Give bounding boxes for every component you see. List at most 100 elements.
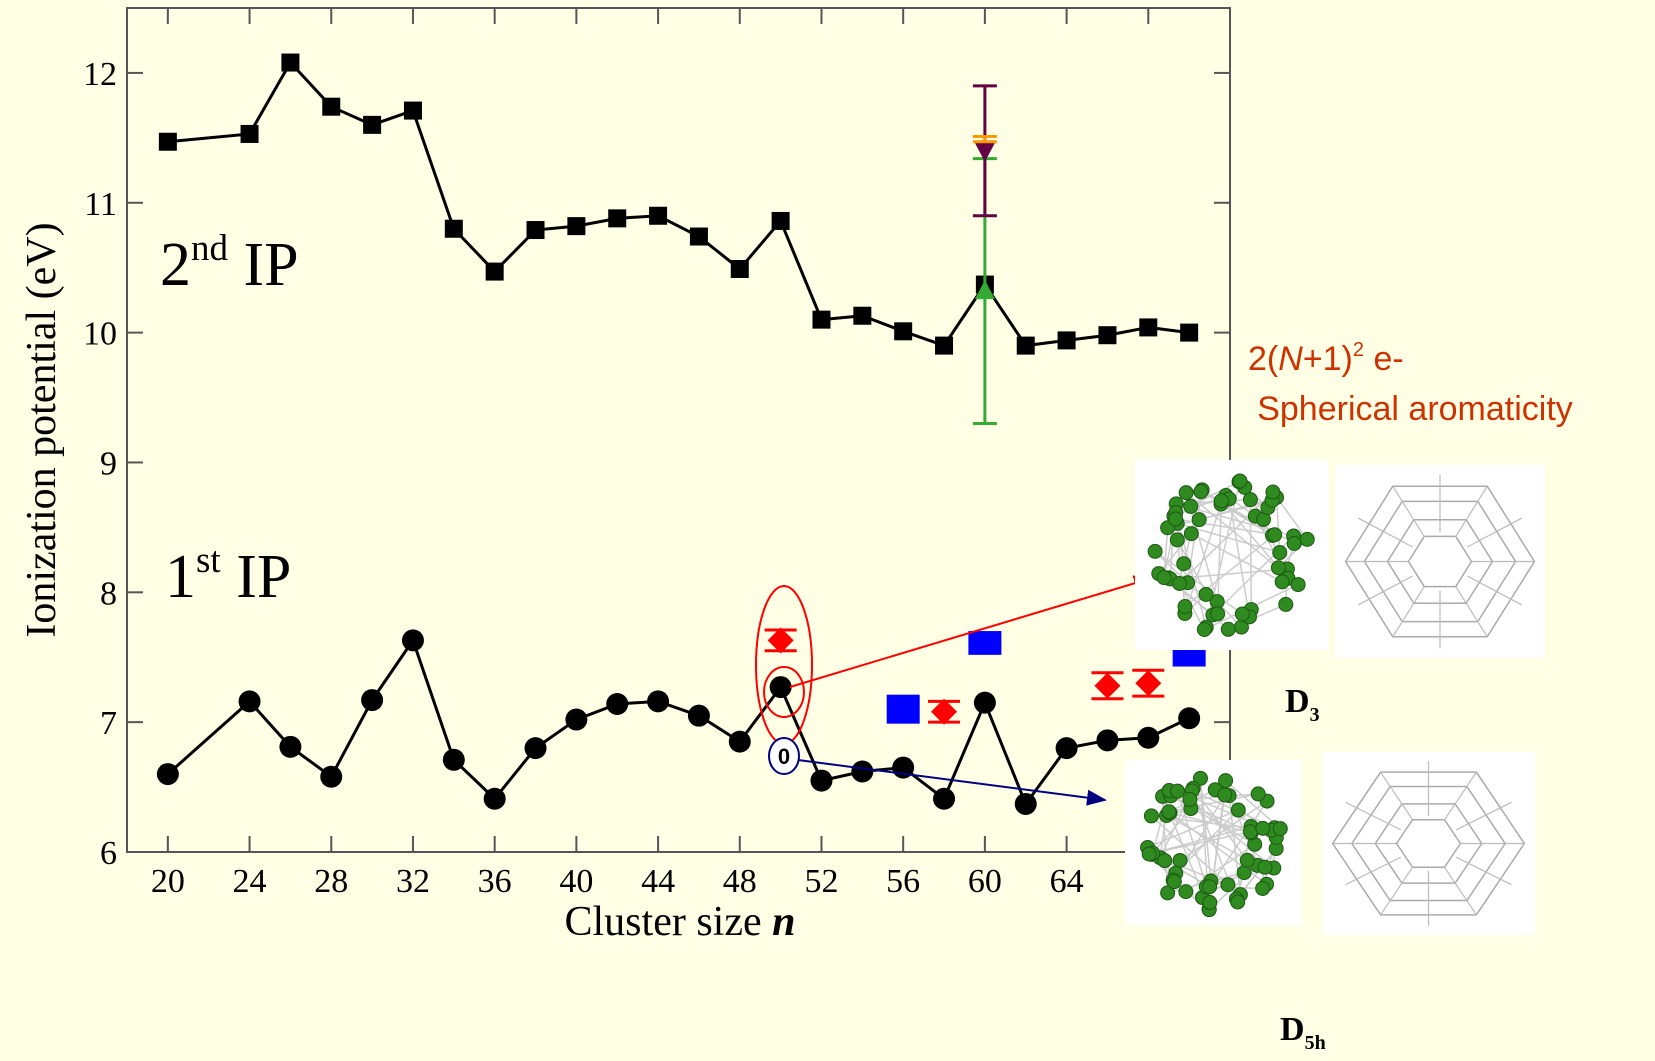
molecule-atom (1184, 499, 1198, 513)
molecule-atom (1231, 895, 1245, 909)
molecule-atom (1170, 533, 1184, 547)
molecule-atom (1287, 536, 1301, 550)
annotation-part: Spherical aromaticity (1257, 390, 1573, 428)
circle-marker (402, 629, 424, 651)
square-marker (363, 116, 381, 134)
square-marker (322, 98, 340, 116)
circle-marker (565, 709, 587, 731)
molecule-atom (1173, 576, 1187, 590)
annotation-part: D (1285, 683, 1310, 720)
molecule-atom (1268, 528, 1282, 542)
molecule-atom (1169, 512, 1183, 526)
square-marker (159, 133, 177, 151)
molecule-atom (1203, 896, 1217, 910)
molecule-atom (1256, 881, 1270, 895)
circle-marker (974, 692, 996, 714)
molecule-atom (1194, 485, 1208, 499)
x-tick-label: 64 (1050, 863, 1084, 900)
x-axis-label: Cluster size n (565, 899, 796, 945)
circle-marker (279, 736, 301, 758)
circle-marker (933, 788, 955, 810)
square-marker (853, 307, 871, 325)
molecule-atom (1221, 622, 1235, 636)
square-marker (445, 220, 463, 238)
x-axis-label-text: Cluster size (565, 899, 773, 945)
square-marker (1058, 331, 1076, 349)
annotation-part: 5h (1305, 1032, 1326, 1054)
square-marker (772, 212, 790, 230)
molecule-atom (1221, 878, 1235, 892)
annotation-part: IP (228, 231, 299, 299)
annotation: Spherical aromaticity (1257, 390, 1573, 428)
square-marker (935, 337, 953, 355)
square-marker (404, 102, 422, 120)
circle-marker (770, 676, 792, 698)
annotation-part: nd (191, 228, 229, 269)
molecule-atom (1184, 527, 1198, 541)
molecule-atom (1162, 805, 1176, 819)
molecule-atom (1183, 792, 1197, 806)
molecule-atom (1273, 546, 1287, 560)
molecule-atom (1218, 788, 1232, 802)
annotation-part: st (196, 540, 221, 581)
molecule-atom (1158, 854, 1172, 868)
circle-marker (239, 690, 261, 712)
circle-marker (810, 770, 832, 792)
x-tick-label: 24 (233, 863, 267, 900)
molecule-atom (1251, 787, 1265, 801)
annotation: 1st IP (165, 540, 291, 611)
error-bar (970, 633, 1000, 654)
molecule-atom (1273, 822, 1287, 836)
circle-marker (1178, 707, 1200, 729)
error-bar (888, 696, 918, 722)
square-marker (894, 322, 912, 340)
x-tick-label: 36 (478, 863, 512, 900)
y-tick-label: 7 (100, 705, 117, 742)
annotation-part: +1) (1303, 340, 1353, 378)
annotation: 2nd IP (160, 228, 299, 299)
x-tick-label: 52 (804, 863, 838, 900)
x-tick-label: 32 (396, 863, 430, 900)
molecule-atom (1275, 575, 1289, 589)
annotation-part: 2( (1248, 340, 1279, 378)
molecule-atom (1167, 875, 1181, 889)
circle-marker (606, 693, 628, 715)
molecule-atom (1197, 622, 1211, 636)
molecule-atom (1237, 866, 1251, 880)
square-marker (731, 260, 749, 278)
molecule-atom (1179, 885, 1193, 899)
square-marker (241, 125, 259, 143)
y-tick-label: 10 (83, 316, 117, 353)
square-marker (649, 207, 667, 225)
molecule-atom (1178, 599, 1192, 613)
molecule-atom (1235, 607, 1249, 621)
square-marker (1180, 324, 1198, 342)
molecule-atom (1231, 803, 1245, 817)
annotation-part: 2 (1353, 339, 1364, 361)
annotation-part: 0 (778, 744, 790, 769)
chart: 678910111220242832364044485256606468Clus… (0, 0, 1655, 1061)
x-tick-label: 44 (641, 863, 675, 900)
x-tick-label: 48 (723, 863, 757, 900)
molecule-atom (1256, 821, 1270, 835)
circle-marker (647, 690, 669, 712)
molecule-atom (1211, 607, 1225, 621)
annotation: 2(N+1)2 e- (1248, 339, 1404, 378)
y-axis-label: Ionization potential (eV) (19, 222, 65, 637)
circle-marker (157, 763, 179, 785)
annotation-part: 2 (160, 231, 191, 299)
molecule-atom (1233, 474, 1247, 488)
square-marker (527, 221, 545, 239)
molecule-atom (1214, 494, 1228, 508)
y-tick-label: 12 (83, 56, 117, 93)
circle-marker (484, 788, 506, 810)
annotation-part: 1 (165, 543, 196, 611)
circle-marker (729, 731, 751, 753)
molecule-atom (1279, 597, 1293, 611)
molecule-atom (1144, 809, 1158, 823)
molecule-atom (1199, 587, 1213, 601)
molecule-atom (1271, 561, 1285, 575)
y-tick-label: 6 (100, 835, 117, 872)
page: 678910111220242832364044485256606468Clus… (0, 0, 1655, 1061)
circle-marker (1015, 793, 1037, 815)
